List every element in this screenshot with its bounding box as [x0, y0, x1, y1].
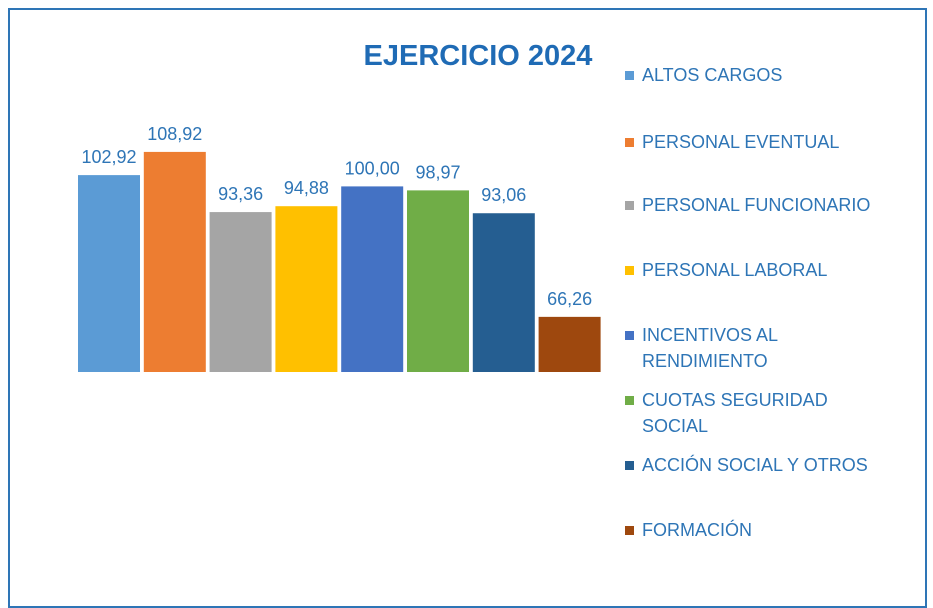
value-label: 93,06	[481, 185, 526, 205]
legend-item: ACCIÓN SOCIAL Y OTROS	[625, 452, 927, 478]
legend-label: CUOTAS SEGURIDAD SOCIAL	[642, 390, 828, 436]
value-label: 102,92	[81, 147, 136, 167]
value-label: 108,92	[147, 124, 202, 144]
legend-item: CUOTAS SEGURIDAD SOCIAL	[625, 387, 847, 439]
bar	[472, 213, 535, 372]
chart: EJERCICIO 2024 102,92 108,92 93,36 94,88 100…	[78, 40, 601, 372]
legend-item: PERSONAL EVENTUAL	[625, 129, 927, 155]
legend-swatch	[625, 71, 634, 80]
page: EJERCICIO 2024 102,92 108,92 93,36 94,88 100…	[8, 8, 927, 608]
legend-item: ALTOS CARGOS	[625, 62, 927, 88]
legend-label: ACCIÓN SOCIAL Y OTROS	[642, 455, 868, 475]
legend-label: FORMACIÓN	[642, 520, 752, 540]
legend-swatch	[625, 138, 634, 147]
bar	[341, 186, 404, 372]
legend-label: INCENTIVOS AL RENDIMIENTO	[642, 325, 778, 371]
legend-swatch	[625, 201, 634, 210]
bar	[275, 206, 338, 372]
legend-label: PERSONAL EVENTUAL	[642, 132, 840, 152]
value-label: 93,36	[218, 184, 263, 204]
legend-item: FORMACIÓN	[625, 517, 927, 543]
legend-swatch	[625, 266, 634, 275]
value-label: 98,97	[415, 162, 460, 182]
legend-item: PERSONAL LABORAL	[625, 257, 927, 283]
legend-item: INCENTIVOS AL RENDIMIENTO	[625, 322, 847, 374]
value-label: 94,88	[284, 178, 329, 198]
bar	[78, 175, 140, 372]
value-label: 66,26	[547, 289, 592, 309]
legend-label: ALTOS CARGOS	[642, 65, 783, 85]
legend-swatch	[625, 331, 634, 340]
legend-swatch	[625, 461, 634, 470]
value-label: 100,00	[345, 158, 400, 178]
legend-label: PERSONAL FUNCIONARIO	[642, 195, 871, 215]
bar	[143, 151, 206, 372]
chart-title: EJERCICIO 2024	[364, 40, 593, 72]
bar	[538, 316, 601, 372]
legend-swatch	[625, 396, 634, 405]
bar	[407, 190, 469, 372]
legend-swatch	[625, 526, 634, 535]
legend-label: PERSONAL LABORAL	[642, 260, 828, 280]
bar	[209, 212, 272, 372]
legend-item: PERSONAL FUNCIONARIO	[625, 192, 927, 218]
